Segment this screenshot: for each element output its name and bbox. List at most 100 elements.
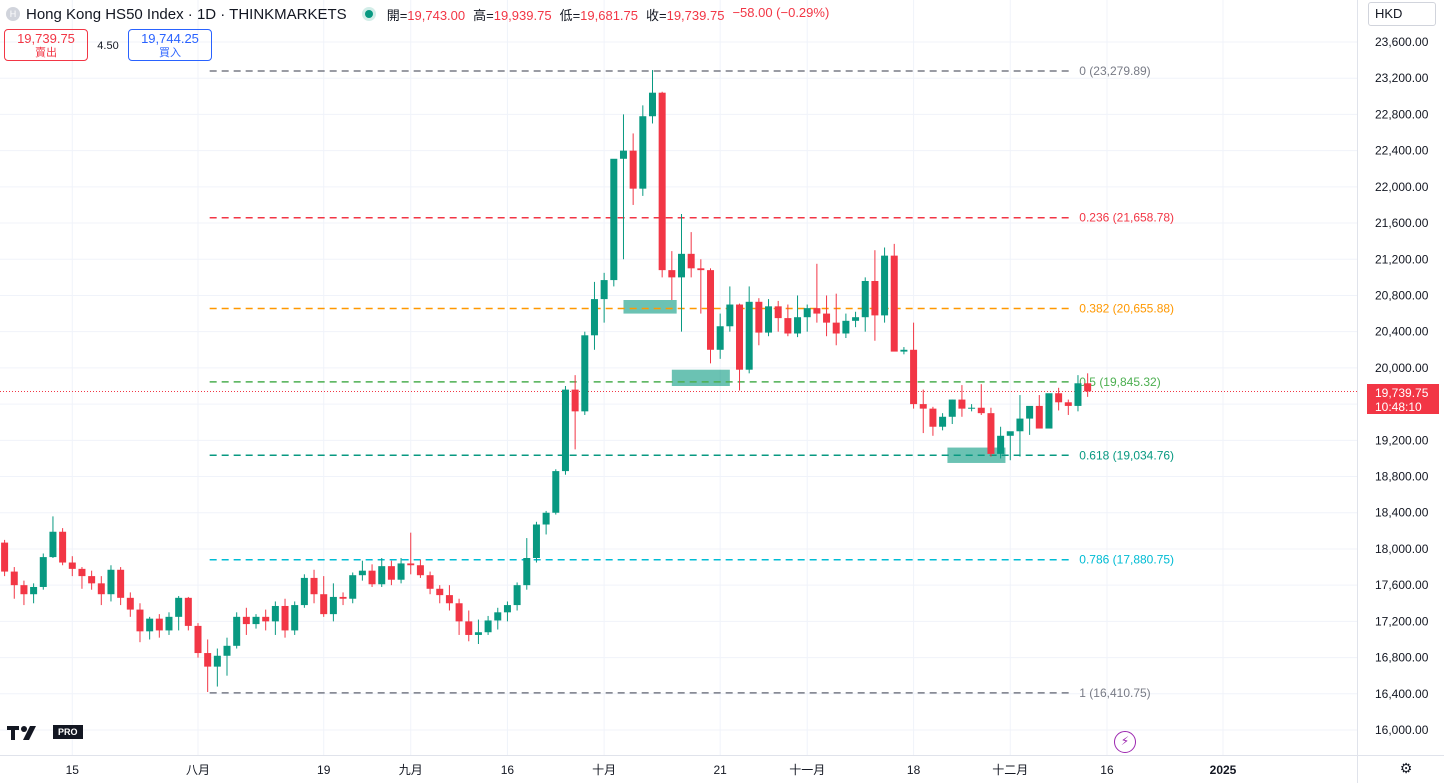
candle-body[interactable] [774, 306, 782, 319]
candle-body[interactable] [542, 512, 550, 525]
candle-body[interactable] [1084, 383, 1092, 392]
candle-body[interactable] [155, 618, 163, 631]
candle-body[interactable] [1064, 402, 1072, 406]
candle-body[interactable] [184, 597, 192, 626]
candle-body[interactable] [126, 597, 134, 610]
candle-body[interactable] [852, 317, 860, 321]
candle-body[interactable] [436, 588, 444, 596]
candle-body[interactable] [871, 280, 879, 316]
candle-body[interactable] [455, 603, 463, 622]
candle-body[interactable] [755, 301, 763, 333]
candle-body[interactable] [320, 594, 328, 615]
candle-body[interactable] [1074, 383, 1082, 406]
candle-body[interactable] [929, 408, 937, 427]
highlight-zone[interactable] [671, 369, 730, 386]
candle-body[interactable] [10, 571, 18, 586]
candle-body[interactable] [948, 399, 956, 417]
sell-button[interactable]: 19,739.75 賣出 [4, 29, 88, 61]
candle-body[interactable] [639, 116, 647, 189]
candle-body[interactable] [146, 618, 154, 632]
candle-body[interactable] [484, 620, 492, 633]
candle-body[interactable] [668, 270, 676, 278]
candle-body[interactable] [194, 625, 202, 654]
candle-body[interactable] [310, 577, 318, 595]
candle-body[interactable] [765, 306, 773, 333]
candle-body[interactable] [494, 612, 502, 621]
candle-body[interactable] [20, 585, 28, 595]
candle-body[interactable] [213, 655, 221, 667]
candle-body[interactable] [349, 575, 357, 599]
candle-body[interactable] [1035, 405, 1043, 429]
candle-body[interactable] [233, 616, 241, 646]
candle-body[interactable] [997, 435, 1005, 454]
candle-body[interactable] [387, 566, 395, 580]
candle-body[interactable] [407, 563, 415, 566]
candle-body[interactable] [629, 150, 637, 189]
candle-body[interactable] [165, 616, 173, 631]
candle-body[interactable] [59, 531, 67, 563]
highlight-zone[interactable] [623, 300, 677, 314]
candle-body[interactable] [78, 568, 86, 577]
candle-body[interactable] [968, 407, 976, 409]
buy-button[interactable]: 19,744.25 買入 [128, 29, 212, 61]
candle-body[interactable] [977, 407, 985, 414]
candle-body[interactable] [600, 280, 608, 300]
candle-body[interactable] [813, 308, 821, 314]
candle-body[interactable] [368, 570, 376, 585]
candle-body[interactable] [794, 317, 802, 334]
candle-body[interactable] [745, 301, 753, 370]
candle-body[interactable] [900, 349, 908, 352]
candle-body[interactable] [803, 308, 811, 318]
candle-body[interactable] [175, 597, 183, 617]
candle-body[interactable] [291, 605, 299, 631]
candle-body[interactable] [610, 158, 618, 281]
candle-body[interactable] [503, 605, 511, 613]
candle-body[interactable] [619, 150, 627, 159]
candle-body[interactable] [1045, 393, 1053, 429]
candle-body[interactable] [697, 268, 705, 271]
candle-body[interactable] [842, 320, 850, 334]
candle-body[interactable] [910, 349, 918, 405]
candle-body[interactable] [687, 253, 695, 269]
settings-gear-icon[interactable]: ⚙ [1399, 760, 1413, 776]
candle-body[interactable] [339, 596, 347, 599]
candle-body[interactable] [252, 616, 260, 625]
candle-body[interactable] [881, 255, 889, 316]
candle-body[interactable] [581, 335, 589, 412]
candle-body[interactable] [523, 558, 531, 586]
candle-body[interactable] [590, 299, 598, 336]
candle-body[interactable] [378, 566, 386, 585]
candle-body[interactable] [136, 609, 144, 632]
candle-body[interactable] [30, 586, 38, 595]
candle-body[interactable] [49, 531, 57, 558]
candle-body[interactable] [117, 569, 125, 598]
candle-body[interactable] [958, 399, 966, 409]
lightning-icon[interactable]: ⚡ [1114, 731, 1136, 753]
candle-body[interactable] [107, 569, 115, 595]
candle-body[interactable] [678, 253, 685, 278]
candle-body[interactable] [919, 404, 927, 409]
candle-body[interactable] [416, 565, 424, 576]
candle-body[interactable] [571, 389, 579, 412]
candle-body[interactable] [736, 304, 744, 370]
candle-body[interactable] [987, 413, 995, 454]
candle-body[interactable] [561, 389, 569, 472]
candle-body[interactable] [397, 563, 405, 580]
candle-body[interactable] [1026, 405, 1034, 419]
candle-body[interactable] [281, 605, 289, 631]
candle-body[interactable] [426, 575, 434, 589]
candle-body[interactable] [726, 304, 734, 327]
candle-body[interactable] [358, 570, 366, 576]
candle-body[interactable] [832, 322, 840, 334]
candle-body[interactable] [242, 616, 250, 625]
candle-body[interactable] [39, 557, 47, 587]
candle-body[interactable] [465, 621, 473, 635]
candle-body[interactable] [532, 524, 540, 558]
tradingview-logo[interactable]: PRO [7, 724, 83, 740]
candle-body[interactable] [552, 471, 560, 513]
candle-body[interactable] [716, 326, 724, 350]
candle-body[interactable] [88, 576, 96, 584]
candle-body[interactable] [648, 92, 656, 117]
symbol-title[interactable]: Hong Kong HS50 Index · 1D · THINKMARKETS [26, 5, 347, 23]
